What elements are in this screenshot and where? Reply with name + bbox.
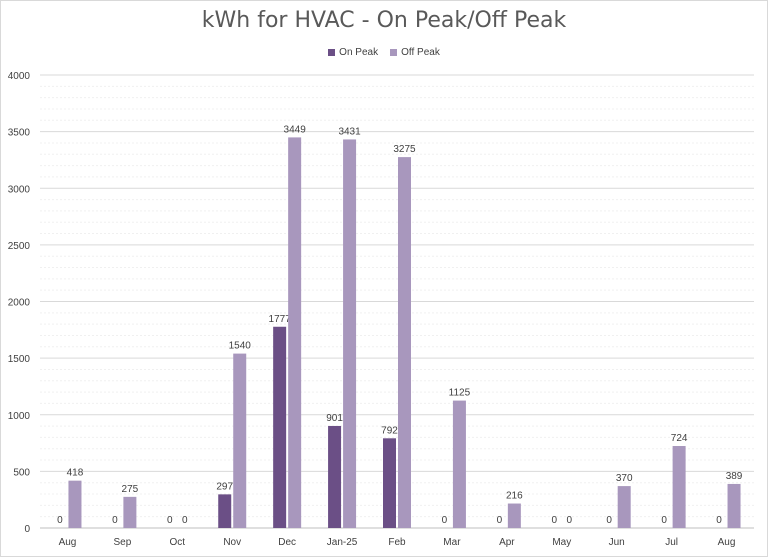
y-tick-label: 1500 (8, 354, 31, 365)
legend-item-on-peak: On Peak (328, 47, 378, 58)
bar-off-peak (727, 483, 741, 528)
data-label-on-peak: 0 (167, 515, 173, 526)
data-label-off-peak: 0 (566, 515, 572, 526)
x-tick-label: Apr (499, 537, 515, 548)
data-label-off-peak: 3431 (338, 126, 361, 137)
bar-on-peak (218, 494, 232, 528)
data-label-on-peak: 0 (551, 515, 557, 526)
bar-off-peak (672, 446, 686, 528)
chart-title: kWh for HVAC - On Peak/Off Peak (201, 8, 567, 33)
data-label-off-peak: 724 (671, 433, 688, 444)
chart-legend: On Peak Off Peak (0, 47, 768, 58)
y-tick-label: 2500 (8, 241, 31, 252)
data-label-off-peak: 1125 (449, 388, 471, 399)
bar-off-peak (343, 139, 357, 528)
bar-on-peak (273, 326, 287, 528)
data-label-off-peak: 389 (726, 471, 743, 482)
bar-off-peak (507, 503, 521, 528)
x-tick-label: Jun (609, 537, 625, 548)
legend-label-off-peak: Off Peak (401, 47, 440, 58)
y-tick-label: 1000 (8, 411, 31, 422)
data-label-on-peak: 0 (112, 515, 118, 526)
x-tick-label: May (552, 537, 571, 548)
x-tick-label: Dec (278, 537, 296, 548)
bar-on-peak (328, 425, 342, 528)
data-label-off-peak: 275 (122, 484, 139, 495)
bar-off-peak (288, 137, 302, 528)
data-label-on-peak: 0 (661, 515, 667, 526)
data-label-off-peak: 370 (616, 473, 633, 484)
legend-swatch-off-peak (390, 49, 398, 56)
data-label-off-peak: 3275 (393, 144, 416, 155)
y-tick-label: 3500 (8, 128, 31, 139)
data-label-off-peak: 3449 (284, 124, 307, 135)
data-label-on-peak: 1777 (269, 314, 292, 325)
x-tick-label: Jan-25 (327, 537, 358, 548)
x-tick-label: Aug (718, 537, 736, 548)
legend-swatch-on-peak (328, 49, 336, 56)
data-label-off-peak: 216 (506, 491, 523, 502)
bar-off-peak (68, 480, 82, 528)
y-tick-label: 500 (13, 467, 30, 478)
data-label-on-peak: 901 (326, 413, 343, 424)
data-label-off-peak: 0 (182, 515, 188, 526)
x-tick-label: Sep (113, 537, 131, 548)
x-tick-label: Nov (223, 537, 241, 548)
y-tick-label: 2000 (8, 298, 31, 309)
data-label-on-peak: 792 (381, 425, 398, 436)
x-tick-label: Jul (665, 537, 678, 548)
data-label-on-peak: 0 (57, 515, 63, 526)
legend-item-off-peak: Off Peak (390, 47, 440, 58)
bar-off-peak (617, 486, 631, 528)
data-label-on-peak: 0 (497, 515, 503, 526)
legend-label-on-peak: On Peak (339, 47, 379, 58)
data-label-off-peak: 1540 (229, 341, 252, 352)
x-tick-label: Feb (388, 537, 406, 548)
bar-off-peak (452, 400, 466, 528)
x-tick-label: Aug (59, 537, 77, 548)
data-label-on-peak: 0 (442, 515, 448, 526)
data-label-off-peak: 418 (67, 468, 84, 479)
bar-on-peak (383, 438, 396, 528)
data-label-on-peak: 297 (216, 481, 233, 492)
bar-off-peak (233, 353, 247, 528)
bar-off-peak (398, 157, 411, 528)
data-label-on-peak: 0 (606, 515, 612, 526)
y-tick-label: 3000 (8, 184, 31, 195)
x-tick-label: Oct (170, 537, 186, 548)
x-tick-label: Mar (443, 537, 461, 548)
data-label-on-peak: 0 (716, 515, 722, 526)
y-tick-label: 0 (24, 524, 30, 535)
y-tick-label: 4000 (8, 71, 31, 82)
bar-off-peak (123, 496, 137, 528)
